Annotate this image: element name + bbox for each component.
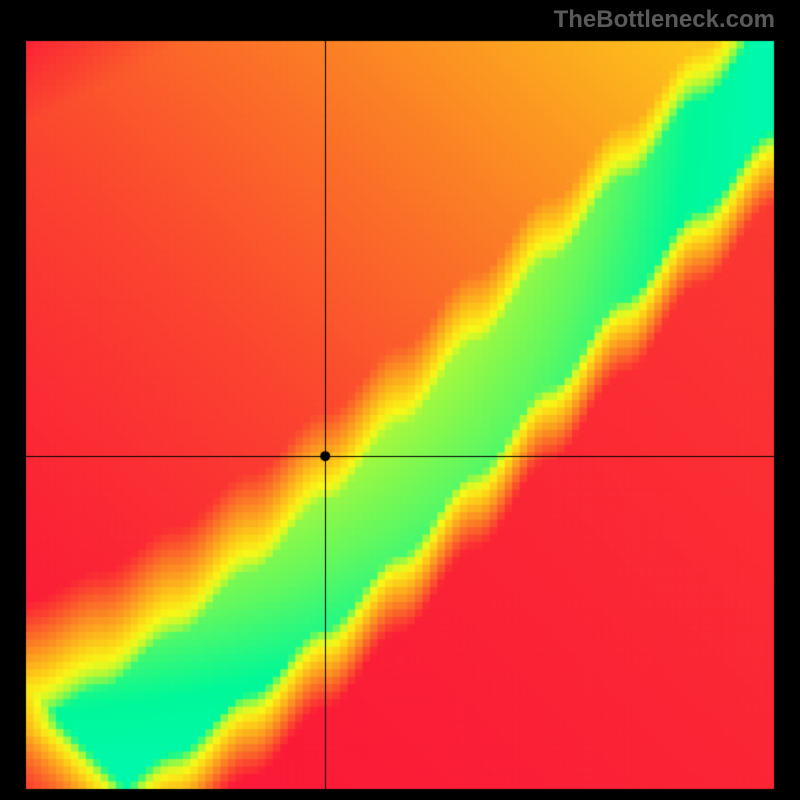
bottleneck-heatmap bbox=[0, 0, 800, 800]
watermark-text: TheBottleneck.com bbox=[554, 6, 775, 34]
